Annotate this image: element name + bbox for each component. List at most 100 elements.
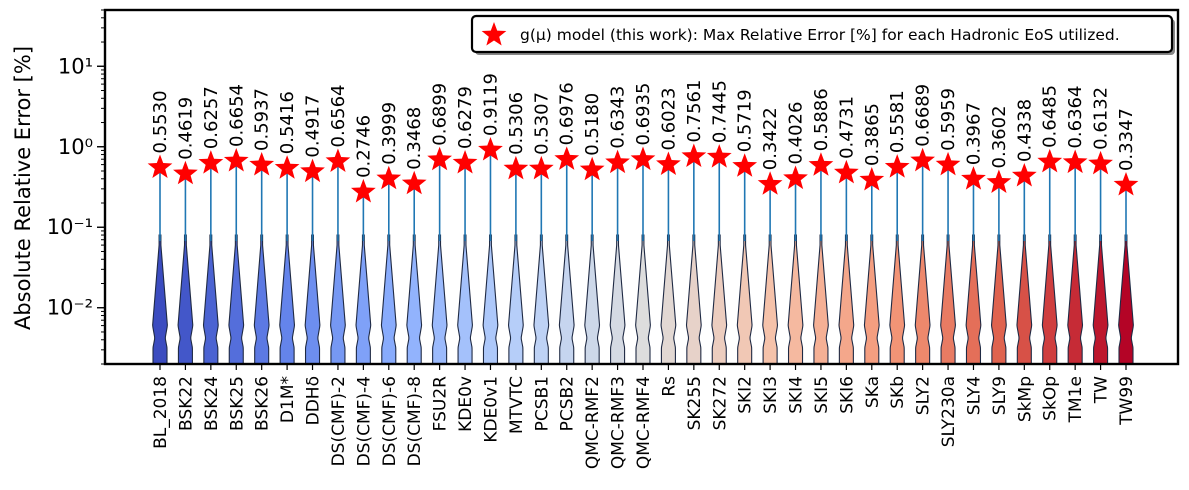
x-tick-label: SLY230a (939, 376, 959, 447)
x-tick-label: TW (1092, 376, 1112, 404)
x-tick-label: DDHδ (304, 376, 324, 425)
x-tick-label: BSK24 (202, 376, 222, 431)
value-label: 0.6935 (633, 83, 654, 146)
violin-SK272 (711, 234, 728, 365)
x-tick-label: DS(CMF)-8 (405, 376, 425, 466)
x-tick-label: SKa (863, 376, 883, 408)
value-label: 0.5180 (582, 93, 603, 156)
value-label: 0.5719 (735, 89, 756, 152)
violin-BSK26 (253, 234, 270, 365)
violin-PCSB1 (533, 234, 550, 365)
violin-TW (1092, 234, 1109, 365)
max-error-star (935, 151, 961, 176)
violin-SKI3 (762, 234, 779, 365)
violin-Rs (660, 234, 677, 365)
x-tick-label: SkMp (1015, 376, 1035, 422)
value-label: 0.3422 (760, 107, 781, 170)
y-axis-label: Absolute Relative Error [%] (11, 46, 35, 330)
value-label: 0.9119 (480, 73, 501, 136)
x-tick-label: BSK25 (227, 376, 247, 431)
plot-frame (103, 8, 1180, 366)
legend-box (470, 14, 1174, 54)
value-label: 0.6364 (1065, 86, 1086, 149)
x-tick-label: DS(CMF)-4 (354, 376, 374, 466)
max-error-star (198, 150, 224, 174)
value-label: 0.5530 (150, 90, 171, 153)
x-tick-label: DS(CMF)-2 (329, 376, 349, 466)
max-error-star (1037, 148, 1063, 173)
y-tick-label: 10¹ (58, 54, 93, 78)
value-label: 0.6279 (455, 86, 476, 149)
x-tick-label: BSK22 (176, 376, 196, 431)
max-error-star (427, 146, 452, 171)
value-label: 0.2746 (353, 115, 374, 178)
value-label: 0.6343 (608, 86, 629, 149)
x-tick-label: QMC-RMF3 (609, 376, 629, 469)
violin-KDE0v1 (482, 234, 499, 365)
x-tick-label: SK255 (685, 376, 705, 430)
x-tick-label: BSK26 (253, 376, 273, 431)
max-error-star (452, 150, 478, 174)
x-tick-label: KDE0v1 (481, 376, 501, 443)
violin-QMC-RMF3 (609, 234, 626, 365)
value-label: 0.3865 (862, 103, 883, 166)
violin-MTVTC (507, 234, 524, 365)
violin-DS(CMF)-2 (330, 234, 346, 365)
violin-PCSB2 (558, 234, 575, 365)
x-tick-label: SKI3 (761, 376, 781, 414)
max-error-star (757, 171, 783, 195)
value-label: 0.4026 (786, 102, 807, 165)
value-label: 0.5959 (938, 88, 959, 151)
violin-BSK25 (228, 234, 245, 365)
value-label: 0.7561 (684, 80, 705, 143)
violin-SKI2 (736, 234, 753, 365)
max-error-star (579, 156, 605, 181)
violin-D1M* (279, 234, 296, 365)
max-error-star (351, 178, 376, 203)
violin-SKa (863, 234, 880, 365)
value-label: 0.3347 (1116, 108, 1137, 171)
max-error-star (325, 148, 351, 172)
violin-series (152, 234, 1134, 365)
max-error-star (910, 147, 935, 172)
max-error-star (732, 153, 758, 177)
x-tick-label: TW99 (1117, 376, 1137, 426)
x-tick-label: SLY4 (964, 376, 984, 415)
max-error-star (554, 146, 580, 170)
value-label: 0.6023 (658, 87, 679, 150)
violin-KDE0v (457, 234, 473, 365)
violin-DS(CMF)-8 (406, 234, 423, 365)
max-error-star (630, 146, 656, 171)
value-label: 0.3602 (989, 105, 1010, 168)
y-tick-label: 10⁻² (47, 296, 93, 320)
value-label: 0.4619 (175, 97, 196, 160)
violin-SLY9 (990, 234, 1007, 365)
max-error-star (783, 165, 808, 190)
y-tick-label: 10⁻¹ (47, 215, 93, 239)
x-tick-label: PCSB2 (558, 376, 578, 431)
value-label: 0.7445 (709, 80, 730, 143)
max-error-star (986, 169, 1012, 193)
max-error-star (503, 155, 529, 180)
max-error-star (376, 165, 402, 190)
x-tick-label: SKI5 (812, 376, 832, 414)
x-tick-label: SLY9 (990, 376, 1010, 415)
value-label: 0.5886 (811, 88, 832, 151)
violin-SKI6 (838, 234, 855, 365)
x-tick-label: DS(CMF)-6 (380, 376, 400, 466)
max-error-star (605, 149, 630, 174)
violin-SLY230a (940, 234, 956, 365)
x-tick-label: PCSB1 (532, 376, 552, 431)
violin-BL_2018 (152, 234, 168, 365)
violin-DS(CMF)-4 (355, 234, 372, 365)
value-label: 0.6899 (430, 83, 451, 146)
value-label: 0.3999 (379, 102, 400, 165)
value-label: 0.4338 (1014, 99, 1035, 162)
violin-QMC-RMF4 (635, 234, 651, 365)
max-error-star (681, 143, 707, 168)
max-error-star (300, 158, 325, 183)
violin-SLY2 (914, 234, 931, 365)
value-label: 0.6257 (201, 86, 222, 149)
max-error-star (1011, 162, 1037, 187)
max-error-star (478, 136, 503, 161)
